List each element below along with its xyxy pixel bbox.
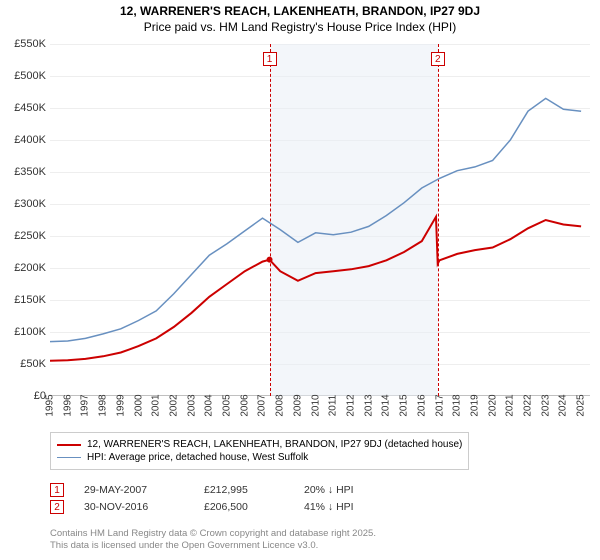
x-tick-label: 2008 [275, 394, 286, 416]
x-tick-label: 2001 [151, 394, 162, 416]
x-tick-label: 2023 [540, 394, 551, 416]
x-tick-label: 2009 [292, 394, 303, 416]
x-tick-label: 1999 [115, 394, 126, 416]
x-tick-label: 2014 [381, 394, 392, 416]
y-tick-label: £300K [0, 198, 50, 210]
annotation-marker-icon: 2 [50, 500, 64, 514]
x-tick-label: 2022 [523, 394, 534, 416]
y-tick-label: £250K [0, 230, 50, 242]
chart-title: 12, WARRENER'S REACH, LAKENHEATH, BRANDO… [0, 0, 600, 18]
y-tick-label: £150K [0, 294, 50, 306]
x-tick-label: 2017 [434, 394, 445, 416]
y-tick-label: £200K [0, 262, 50, 274]
y-tick-label: £550K [0, 38, 50, 50]
legend: 12, WARRENER'S REACH, LAKENHEATH, BRANDO… [50, 432, 469, 470]
annotation-marker-icon: 1 [50, 483, 64, 497]
x-tick-label: 2012 [345, 394, 356, 416]
sale-dot [267, 257, 273, 263]
y-tick-label: £450K [0, 102, 50, 114]
license-line: This data is licensed under the Open Gov… [50, 540, 376, 552]
legend-label: HPI: Average price, detached house, West… [87, 452, 308, 463]
x-tick-label: 2018 [452, 394, 463, 416]
y-tick-label: £500K [0, 70, 50, 82]
x-tick-label: 1995 [45, 394, 56, 416]
x-tick-label: 2025 [576, 394, 587, 416]
x-tick-label: 1998 [98, 394, 109, 416]
x-tick-label: 1996 [62, 394, 73, 416]
x-tick-label: 2007 [257, 394, 268, 416]
y-tick-label: £0 [0, 390, 50, 402]
x-tick-label: 2024 [558, 394, 569, 416]
legend-row: HPI: Average price, detached house, West… [57, 452, 462, 463]
annotation-price: £212,995 [204, 484, 304, 496]
x-tick-label: 2020 [487, 394, 498, 416]
x-tick-label: 2004 [204, 394, 215, 416]
x-tick-label: 2003 [186, 394, 197, 416]
chart-subtitle: Price paid vs. HM Land Registry's House … [0, 18, 600, 34]
x-tick-label: 2010 [310, 394, 321, 416]
x-tick-label: 2019 [469, 394, 480, 416]
x-tick-label: 2002 [168, 394, 179, 416]
x-tick-label: 2006 [239, 394, 250, 416]
x-tick-label: 2000 [133, 394, 144, 416]
legend-row: 12, WARRENER'S REACH, LAKENHEATH, BRANDO… [57, 439, 462, 450]
annotation-row: 2 30-NOV-2016 £206,500 41% ↓ HPI [50, 500, 404, 514]
y-tick-label: £50K [0, 358, 50, 370]
x-tick-label: 2016 [416, 394, 427, 416]
x-tick-label: 1997 [80, 394, 91, 416]
annotation-pct: 20% ↓ HPI [304, 484, 404, 496]
annotation-date: 30-NOV-2016 [84, 501, 204, 513]
y-tick-label: £400K [0, 134, 50, 146]
chart-container: 12, WARRENER'S REACH, LAKENHEATH, BRANDO… [0, 0, 600, 560]
series-price_paid [50, 217, 581, 361]
x-tick-label: 2005 [222, 394, 233, 416]
legend-swatch [57, 457, 81, 459]
license-text: Contains HM Land Registry data © Crown c… [50, 528, 376, 553]
x-tick-label: 2021 [505, 394, 516, 416]
legend-swatch [57, 444, 81, 446]
y-tick-label: £100K [0, 326, 50, 338]
annotation-pct: 41% ↓ HPI [304, 501, 404, 513]
annotations-table: 1 29-MAY-2007 £212,995 20% ↓ HPI 2 30-NO… [50, 480, 404, 517]
legend-label: 12, WARRENER'S REACH, LAKENHEATH, BRANDO… [87, 439, 462, 450]
plot-area: 12 1995199619971998199920002001200220032… [50, 44, 590, 396]
series-hpi [50, 98, 581, 341]
x-tick-label: 2015 [399, 394, 410, 416]
annotation-price: £206,500 [204, 501, 304, 513]
x-tick-label: 2013 [363, 394, 374, 416]
x-tick-label: 2011 [328, 395, 339, 417]
y-tick-label: £350K [0, 166, 50, 178]
annotation-row: 1 29-MAY-2007 £212,995 20% ↓ HPI [50, 483, 404, 497]
license-line: Contains HM Land Registry data © Crown c… [50, 528, 376, 540]
line-series [50, 44, 590, 396]
annotation-date: 29-MAY-2007 [84, 484, 204, 496]
